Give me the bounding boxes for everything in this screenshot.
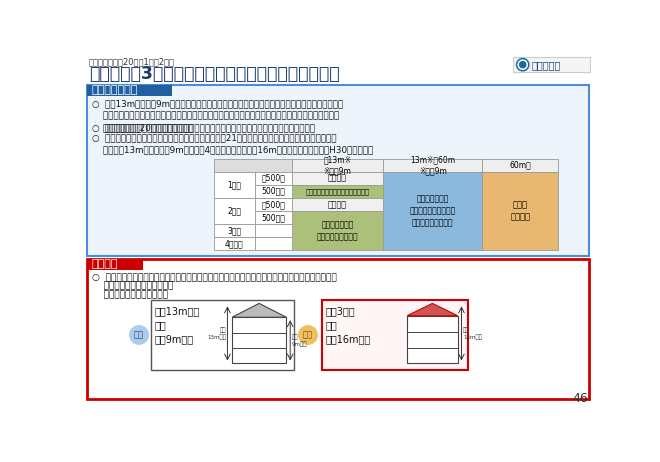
Bar xyxy=(255,172,292,185)
Text: 4階建～: 4階建～ xyxy=(225,239,244,248)
Bar xyxy=(87,85,589,255)
Text: ～13m※
※軒高9m: ～13m※ ※軒高9m xyxy=(323,155,352,175)
Bar xyxy=(255,211,292,224)
Bar xyxy=(214,224,255,237)
Text: 時刻歴
応答解析: 時刻歴 応答解析 xyxy=(510,200,531,222)
Bar xyxy=(383,172,482,250)
Text: 階数3以下
かつ
高さ16m以下: 階数3以下 かつ 高さ16m以下 xyxy=(326,306,371,345)
Text: 軒高
9m以下: 軒高 9m以下 xyxy=(292,334,308,346)
Bar xyxy=(482,172,558,250)
Text: 高さ13m以下
かつ
軒高9m以下: 高さ13m以下 かつ 軒高9m以下 xyxy=(154,306,200,345)
Text: 高さ
13m以下: 高さ 13m以下 xyxy=(207,327,226,340)
Text: 改正概要: 改正概要 xyxy=(91,260,117,269)
Text: 算）で建築できる範囲を拡大: 算）で建築できる範囲を拡大 xyxy=(92,282,173,291)
Text: ○  高さ13m又は軒高9mを超える木造建築物を建築する場合、高度な構造計算（許容応力度等計算
    等）により、構造安全性を確認する必要があり、一級建築士で: ○ 高さ13m又は軒高9mを超える木造建築物を建築する場合、高度な構造計算（許容… xyxy=(92,99,343,133)
Text: 【簡易な構造計算の規模】: 【簡易な構造計算の規模】 xyxy=(92,290,168,299)
Text: 500㎡～: 500㎡～ xyxy=(261,187,285,196)
Bar xyxy=(150,300,294,370)
Bar xyxy=(255,185,292,198)
Text: 1階建: 1階建 xyxy=(228,180,242,189)
Text: 仕様規定: 仕様規定 xyxy=(328,200,347,209)
Text: 2階建: 2階建 xyxy=(228,207,242,215)
Bar xyxy=(513,57,590,73)
Bar xyxy=(87,259,143,270)
Bar xyxy=(255,224,292,237)
Text: 3階建: 3階建 xyxy=(227,226,242,235)
Text: 階高の高い3階建て木造建築物等の構造計算の合理化: 階高の高い3階建て木造建築物等の構造計算の合理化 xyxy=(88,66,339,84)
Bar xyxy=(292,172,383,185)
Bar xyxy=(255,237,292,250)
Text: 46: 46 xyxy=(572,392,588,405)
Circle shape xyxy=(519,61,526,68)
Circle shape xyxy=(299,326,317,344)
Text: ～500㎡: ～500㎡ xyxy=(261,174,285,183)
Bar xyxy=(214,198,255,224)
Circle shape xyxy=(130,326,148,344)
Bar xyxy=(87,85,172,96)
Text: 簡易な構造計算
（許容応力度計算）: 簡易な構造計算 （許容応力度計算） xyxy=(317,220,358,241)
Polygon shape xyxy=(232,304,286,317)
Bar xyxy=(232,317,286,364)
Text: ～500㎡: ～500㎡ xyxy=(261,200,285,209)
Text: 高さ
16m以下: 高さ 16m以下 xyxy=(463,327,482,340)
Text: 簡易な構造計算（許容応力度計算）: 簡易な構造計算（許容応力度計算） xyxy=(306,188,370,195)
Text: ○  高度な構造計算までは求めず、二級建築士においても設計できる簡易な構造計算（許容応力度計: ○ 高度な構造計算までは求めず、二級建築士においても設計できる簡易な構造計算（許… xyxy=(92,274,337,282)
Bar xyxy=(292,198,383,211)
Bar xyxy=(292,185,383,198)
Polygon shape xyxy=(407,304,457,316)
Text: 仕様規定: 仕様規定 xyxy=(328,174,347,183)
Text: ○  一定の耐火性能が求められる木造建築物の規模（第21条第１項）については、安全性の検証の結
    果、高さ13m超又は軒高9m超から、4階建て以上又は高さ: ○ 一定の耐火性能が求められる木造建築物の規模（第21条第１項）については、安全… xyxy=(92,133,373,154)
Circle shape xyxy=(518,60,527,69)
Bar xyxy=(214,172,255,198)
Text: 【建築基準法第20条第1項第2号】: 【建築基準法第20条第1項第2号】 xyxy=(88,58,175,67)
Bar xyxy=(322,300,468,370)
Bar xyxy=(292,211,383,250)
Bar xyxy=(255,198,292,211)
Text: 現状・改正主旨: 現状・改正主旨 xyxy=(92,85,138,96)
Text: 改正: 改正 xyxy=(303,330,313,340)
Text: 国土交通省: 国土交通省 xyxy=(532,60,562,70)
Bar xyxy=(407,316,457,364)
Bar xyxy=(214,237,255,250)
Bar xyxy=(87,259,589,399)
Circle shape xyxy=(517,59,529,71)
Text: ○  近年の建築物の断熱性向上等のために、階高を高くした建築物のニーズが高まっている。: ○ 近年の建築物の断熱性向上等のために、階高を高くした建築物のニーズが高まってい… xyxy=(92,125,315,134)
Bar xyxy=(482,158,558,172)
Bar xyxy=(214,158,292,172)
Text: 現行: 現行 xyxy=(134,330,144,340)
Bar xyxy=(383,158,482,172)
Text: 60m～: 60m～ xyxy=(510,161,531,170)
Text: 13m※～60m
※軒高9m: 13m※～60m ※軒高9m xyxy=(411,155,455,175)
Text: 高度な構造計算
（許容応力度等計算、
保有水平耐力計算）: 高度な構造計算 （許容応力度等計算、 保有水平耐力計算） xyxy=(410,195,456,227)
Bar xyxy=(292,158,383,172)
Text: 500㎡～: 500㎡～ xyxy=(261,213,285,222)
